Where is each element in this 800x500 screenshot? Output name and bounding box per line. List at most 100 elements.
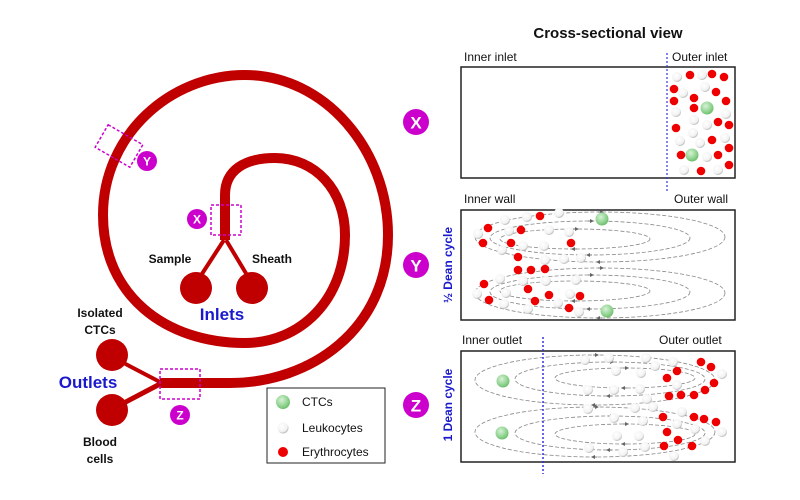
leukocyte-cell [501,288,511,298]
leukocyte-cell [499,299,509,309]
leukocyte-cell [641,353,651,363]
panel-badge-x: X [403,109,429,135]
erythrocyte-cell [700,385,710,395]
svg-text:Y: Y [143,155,151,169]
leukocyte-cell [697,70,707,80]
erythrocyte-cell [673,435,683,445]
leukocyte-cell [518,241,528,251]
leukocyte-cell [650,361,660,371]
leukocyte-cell [609,385,619,395]
leukocyte-cell [583,404,593,414]
erythrocyte-cell [711,417,721,427]
svg-text:X: X [193,213,201,227]
leukocyte-cell [636,368,646,378]
ctc-cell [495,426,509,440]
erythrocyte-cell [659,441,669,451]
legend: CTCs Leukocytes Erythrocytes [266,387,386,464]
erythrocyte-cell [523,284,533,294]
outer-wall-label: Outer wall [674,192,728,206]
erythrocyte-cell [544,290,554,300]
leukocyte-cell [713,165,723,175]
panel-y: Inner wall Outer wall ½ Dean cycle Y [403,192,736,321]
marker-box-z [159,368,201,400]
leukocyte-cell [702,152,712,162]
marker-badge-y: Y [137,151,157,171]
erythrocyte-cell [696,166,706,176]
erythrocyte-cell [506,238,516,248]
ctc-icon [276,395,290,409]
erythrocyte-cell [516,225,526,235]
outer-inlet-label: Outer inlet [672,50,728,64]
one-dean-cycle-label: 1 Dean cycle [441,368,455,441]
ctc-cell [595,212,609,226]
ctc-cell [600,304,614,318]
inner-wall-label: Inner wall [464,192,515,206]
erythrocyte-cell [706,362,716,372]
dean-vortex-streamline [554,367,696,389]
leukocyte-cell [672,72,682,82]
leukocyte-cell [565,289,575,299]
ctc-cell [496,374,510,388]
leukocyte-cell [720,133,730,143]
leukocyte-cell [554,208,564,218]
leukocyte-cell [630,403,640,413]
leukocyte-cell [539,241,549,251]
erythrocyte-cell [685,70,695,80]
inner-outlet-label: Inner outlet [462,333,523,347]
leukocyte-cell [648,402,658,412]
erythrocyte-cell [676,150,686,160]
leukocyte-cell [678,88,688,98]
legend-label-erythrocytes: Erythrocytes [302,445,369,459]
erythrocyte-cell [713,117,723,127]
leukocyte-cell [638,416,648,426]
leukocyte-cell [518,276,528,286]
outer-outlet-label: Outer outlet [659,333,722,347]
legend-label-leukocytes: Leukocytes [302,421,363,435]
leukocyte-cell [689,115,699,125]
ctc-outlet [96,339,128,371]
leukocyte-cell [472,289,482,299]
erythrocyte-cell [669,96,679,106]
inlets-label: Inlets [200,305,244,324]
leukocyte-cell [677,407,687,417]
erythrocyte-cell [713,150,723,160]
erythrocyte-cell [575,291,585,301]
leukocyte-cell [717,427,727,437]
leukocyte-cell [679,165,689,175]
ctc-cell [700,101,714,115]
leukocyte-cell [635,384,645,394]
erythrocyte-cell [513,252,523,262]
erythrocyte-cell [699,414,709,424]
leukocyte-cell [522,212,532,222]
erythrocyte-cell [711,87,721,97]
erythrocyte-cell [707,69,717,79]
erythrocyte-cell [709,378,719,388]
leukocyte-cell [640,442,650,452]
leukocyte-cell [668,357,678,367]
leukocyte-cell [576,253,586,263]
blood-outlet [96,394,128,426]
erythrocyte-cell [526,265,536,275]
blood-cells-label-2: cells [87,452,114,466]
erythrocyte-cell [662,373,672,383]
sheath-inlet [236,272,268,304]
panel-z: Inner outlet Outer outlet 1 Dean cycle Z [403,333,736,474]
erythrocyte-cell [672,366,682,376]
leukocyte-cell [672,380,682,390]
ctc-cell [685,148,699,162]
leukocyte-cell [540,255,550,265]
leukocyte-cell [574,307,584,317]
panel-badge-y: Y [403,252,429,278]
marker-badge-z: Z [170,405,190,425]
leukocyte-cell [580,355,590,365]
leukocyte-icon [277,422,289,434]
erythrocyte-cell [724,120,734,130]
erythrocyte-cell [696,357,706,367]
erythrocyte-cell [540,264,550,274]
erythrocyte-cell [484,295,494,305]
erythrocyte-cell [689,390,699,400]
leukocyte-cell [497,245,507,255]
erythrocyte-cell [530,296,540,306]
erythrocyte-cell [566,238,576,248]
